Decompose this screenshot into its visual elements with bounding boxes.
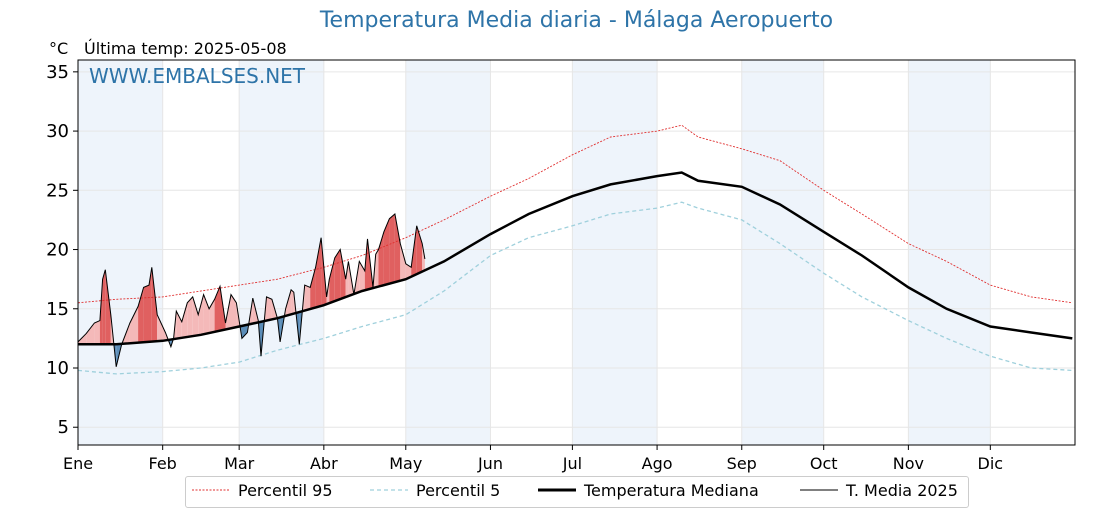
xtick-label-jul: Jul [562, 454, 582, 473]
anomaly-above-fill-18-0 [176, 311, 182, 339]
ytick-label-35: 35 [46, 62, 69, 83]
xtick-label-oct: Oct [810, 454, 838, 473]
month-band-nov [908, 60, 990, 445]
anomaly-above-fill-40-0 [291, 290, 294, 315]
anomaly-above-fill-28-0 [231, 295, 236, 329]
legend: Percentil 95 Percentil 5 Temperatura Med… [185, 476, 969, 508]
watermark: WWW.EMBALSES.NET [89, 64, 305, 88]
anomaly-above-fill-62-0 [395, 214, 400, 282]
xtick-label-ene: Ene [63, 454, 93, 473]
anomaly-above-fill-11-0 [144, 285, 149, 342]
month-band-ene [78, 60, 163, 445]
xtick-label-jun: Jun [477, 454, 503, 473]
legend-swatch-p95 [192, 487, 232, 493]
ytick-label-30: 30 [46, 121, 69, 142]
anomaly-above-fill-35-0 [267, 297, 272, 321]
anomaly-above-fill-20-0 [187, 297, 192, 337]
xtick-label-dic: Dic [978, 454, 1004, 473]
anomaly-above-fill-2-0 [94, 321, 100, 345]
legend-label-current: T. Media 2025 [846, 481, 958, 500]
anomaly-above-fill-22-0 [198, 295, 203, 336]
legend-swatch-p5 [370, 487, 410, 493]
xtick-label-nov: Nov [893, 454, 924, 473]
anomaly-above-fill-21-0 [193, 297, 199, 336]
legend-label-p95: Percentil 95 [238, 481, 333, 500]
month-band-mar [239, 60, 324, 445]
xtick-label-ago: Ago [642, 454, 673, 473]
month-band-jul [572, 60, 657, 445]
xtick-label-mar: Mar [224, 454, 255, 473]
legend-swatch-current [800, 487, 840, 493]
month-band-sep [742, 60, 824, 445]
ytick-label-5: 5 [58, 417, 69, 438]
xtick-label-feb: Feb [149, 454, 177, 473]
legend-label-median: Temperatura Mediana [584, 481, 759, 500]
unit-label: °C [49, 39, 68, 58]
chart-title: Temperatura Media diaria - Málaga Aeropu… [0, 8, 1120, 33]
legend-swatch-median [538, 487, 578, 493]
anomaly-above-fill-4-0 [103, 270, 106, 345]
anomaly-above-fill-43-0 [305, 285, 311, 311]
xtick-label-abr: Abr [310, 454, 338, 473]
ytick-label-25: 25 [46, 180, 69, 201]
last-temp-label: Última temp: 2025-05-08 [84, 39, 287, 58]
ytick-label-15: 15 [46, 299, 69, 320]
legend-label-p5: Percentil 5 [416, 481, 500, 500]
ytick-label-10: 10 [46, 358, 69, 379]
xtick-label-may: May [389, 454, 422, 473]
anomaly-above-fill-61-0 [389, 214, 395, 284]
ytick-label-20: 20 [46, 240, 69, 261]
xtick-label-sep: Sep [727, 454, 757, 473]
